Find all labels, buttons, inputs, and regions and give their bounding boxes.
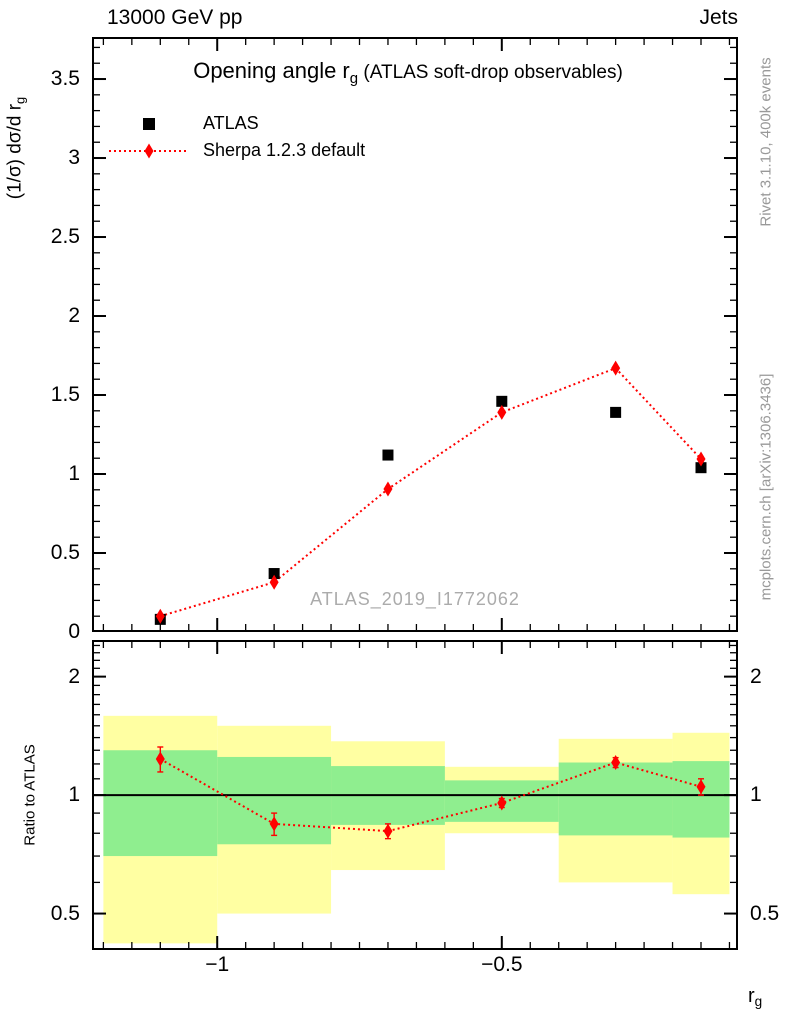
mcplots-arxiv-note: mcplots.cern.ch [arXiv:1306.3436] <box>757 373 775 601</box>
green-uncertainty-band <box>558 762 673 836</box>
panel-border <box>92 37 738 632</box>
main-y-tick-label: 0.5 <box>50 541 80 564</box>
x-axis-label: rg <box>748 985 763 1010</box>
diamond-marker <box>611 360 621 376</box>
green-uncertainty-band <box>672 761 730 838</box>
diamond-marker <box>155 751 165 767</box>
plot-title: Opening angle rg (ATLAS soft-drop observ… <box>193 58 623 87</box>
ratio-y-tick-label-right: 1 <box>750 783 762 807</box>
legend-item-sherpa: Sherpa 1.2.3 default <box>103 137 365 164</box>
main-plot-panel <box>92 37 738 632</box>
diamond-marker <box>383 481 393 497</box>
diamond-marker <box>383 823 393 839</box>
diamond-marker <box>269 574 279 590</box>
main-y-tick-label: 1.5 <box>50 383 80 406</box>
main-y-tick-label: 1 <box>68 462 80 485</box>
atlas-square-marker-icon <box>103 116 195 132</box>
diamond-marker <box>497 404 507 420</box>
main-y-tick-label: 2.5 <box>50 225 80 249</box>
square-marker <box>268 568 280 580</box>
ratio-y-tick-label-left: 1 <box>68 783 80 807</box>
square-marker <box>382 449 394 461</box>
main-y-tick-label: 3.5 <box>50 67 80 91</box>
main-y-axis-label: (1/σ) dσ/d rg <box>4 96 28 200</box>
legend-item-atlas: ATLAS <box>103 110 365 137</box>
diamond-marker <box>497 795 507 811</box>
ratio-y-tick-label-right: 0.5 <box>750 901 780 925</box>
x-tick-label: −0.5 <box>481 953 523 976</box>
ratio-y-tick-label-right: 2 <box>750 664 762 688</box>
main-y-tick-label: 0 <box>68 620 80 643</box>
main-plot-svg <box>92 37 738 632</box>
sherpa-line <box>160 366 702 618</box>
legend-label-atlas: ATLAS <box>203 113 259 133</box>
x-tick-label: −1 <box>205 953 230 976</box>
sherpa-diamond-line-marker-icon <box>103 142 195 160</box>
legend: ATLAS Sherpa 1.2.3 default <box>103 110 365 164</box>
square-marker <box>610 406 622 418</box>
ratio-plot-svg <box>92 640 738 950</box>
diamond-marker <box>155 608 165 624</box>
header-analysis-type: Jets <box>699 6 738 29</box>
ratio-y-tick-label-left: 0.5 <box>50 901 80 925</box>
diamond-marker <box>696 779 706 795</box>
square-marker <box>695 462 707 474</box>
panel-border <box>92 640 738 950</box>
rivet-version-note: Rivet 3.1.10, 400k events <box>757 57 775 227</box>
legend-label-sherpa: Sherpa 1.2.3 default <box>203 140 366 160</box>
ratio-plot-panel <box>92 640 738 950</box>
diamond-marker <box>696 451 706 467</box>
main-y-tick-label: 3 <box>68 146 80 170</box>
legend-square <box>143 117 155 130</box>
header-beam-energy: 13000 GeV pp <box>107 6 243 29</box>
diamond-marker <box>269 816 279 832</box>
legend-diamond <box>144 143 154 158</box>
diamond-marker <box>611 755 621 771</box>
ratio-y-tick-label-left: 2 <box>68 664 80 688</box>
main-y-tick-label: 2 <box>68 304 80 327</box>
square-marker <box>496 395 508 407</box>
analysis-id-watermark: ATLAS_2019_I1772062 <box>310 589 520 609</box>
